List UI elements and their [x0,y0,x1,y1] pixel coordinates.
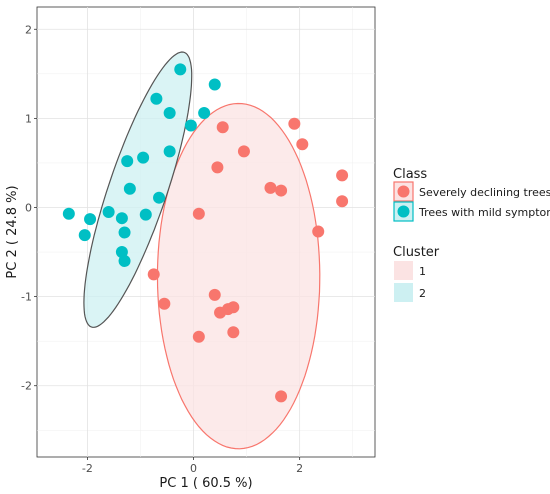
point-series-1 [227,301,240,314]
point-series-2 [184,119,197,132]
x-tick-label: 0 [190,462,197,475]
point-series-2 [150,92,163,105]
point-series-2 [118,226,131,239]
point-series-1 [208,288,221,301]
data-points [62,63,349,403]
point-series-2 [62,207,75,220]
class-legend-title: Class [393,167,427,182]
point-series-2 [78,229,91,242]
point-series-1 [264,181,277,194]
cluster-legend-key-1 [394,261,413,280]
point-series-2 [102,205,115,218]
point-series-1 [192,207,205,220]
cluster-ellipse-2 [83,51,193,328]
cluster-legend-key-2 [394,283,413,302]
point-series-1 [275,184,288,197]
point-series-1 [216,121,229,134]
cluster-legend-label-2: 2 [419,287,426,300]
x-axis-title: PC 1 ( 60.5 %) [159,476,252,491]
class-legend-key-dot-2 [397,205,410,218]
point-series-2 [118,254,131,267]
y-tick-label: 2 [25,23,32,36]
class-legend: Class Severely declining trees Trees wit… [393,167,550,222]
point-series-2 [163,107,176,120]
point-series-1 [147,268,160,281]
cluster-legend-title: Cluster [393,245,440,260]
point-series-1 [158,297,171,310]
cluster-legend-label-1: 1 [419,265,426,278]
point-series-2 [198,107,211,120]
point-series-1 [192,330,205,343]
point-series-2 [139,208,152,221]
point-series-1 [336,169,349,182]
cluster-ellipse-1 [156,102,321,450]
point-series-2 [123,182,136,195]
y-tick-label: -1 [21,291,32,304]
y-tick-label: 0 [25,201,32,214]
class-legend-key-dot-1 [397,185,410,198]
point-series-2 [115,212,128,225]
class-legend-label-2: Trees with mild symptoms [418,206,550,219]
y-axis-title: PC 2 ( 24.8 %) [5,185,20,278]
point-series-1 [312,225,325,238]
cluster-legend: Cluster 1 2 [393,245,440,302]
point-series-2 [121,155,134,168]
point-series-1 [296,138,309,151]
x-tick-label: -2 [82,462,93,475]
point-series-1 [288,117,301,130]
point-series-2 [208,78,221,91]
point-series-1 [275,390,288,403]
y-tick-label: 1 [25,112,32,125]
point-series-2 [163,145,176,158]
point-series-1 [227,326,240,339]
point-series-2 [153,191,166,204]
point-series-1 [237,145,250,158]
x-tick-label: 2 [296,462,303,475]
point-series-1 [336,195,349,208]
point-series-2 [84,213,97,226]
class-legend-label-1: Severely declining trees [419,186,550,199]
point-series-2 [137,151,150,164]
axis-ticks: -2 0 2 2 1 0 -1 -2 [21,23,303,475]
point-series-1 [211,161,224,174]
y-tick-label: -2 [21,380,32,393]
point-series-2 [174,63,187,76]
